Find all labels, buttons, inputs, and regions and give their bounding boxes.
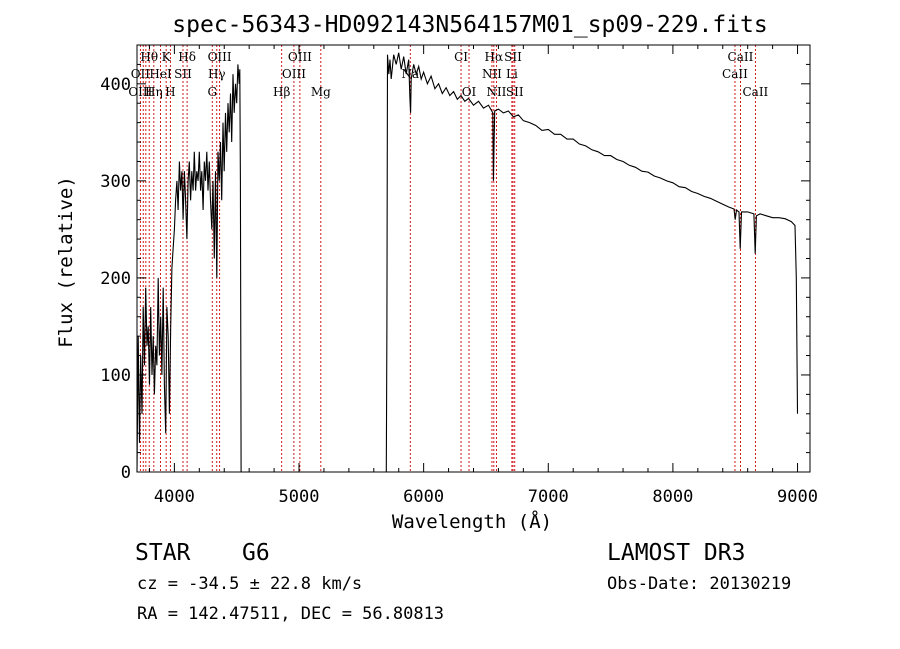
- line-label: CaII: [722, 67, 748, 81]
- line-label: OI: [462, 85, 477, 99]
- line-label: CaII: [728, 50, 754, 64]
- line-label: OIII: [282, 67, 306, 81]
- line-label: Hγ: [208, 67, 226, 81]
- line-label: Hβ: [273, 85, 290, 99]
- x-tick-label: 6000: [403, 487, 444, 507]
- y-tick-label: 100: [100, 366, 131, 386]
- object-subclass: G6: [242, 540, 270, 566]
- line-label: G: [207, 85, 217, 99]
- x-tick-label: 7000: [528, 487, 569, 507]
- line-label: OIII: [208, 50, 232, 64]
- y-axis-label: Flux (relative): [55, 176, 77, 348]
- line-label: SII: [504, 50, 522, 64]
- line-label: CaII: [742, 85, 768, 99]
- chart-title: spec-56343-HD092143N564157M01_sp09-229.f…: [172, 12, 767, 38]
- line-label: NII: [482, 67, 502, 81]
- line-label: OII: [131, 67, 151, 81]
- line-label: Li: [506, 67, 518, 81]
- line-label: HeI: [149, 67, 172, 81]
- y-tick-label: 0: [121, 463, 131, 483]
- coordinates-readout: RA = 142.47511, DEC = 56.80813: [137, 604, 444, 624]
- x-tick-label: 9000: [777, 487, 818, 507]
- line-label: NII: [486, 85, 506, 99]
- line-label: K: [162, 50, 172, 64]
- line-label: CI: [454, 50, 468, 64]
- plot-frame: [136, 44, 811, 473]
- y-tick-label: 400: [100, 75, 131, 95]
- y-tick-label: 300: [100, 172, 131, 192]
- line-label: Hθ: [140, 50, 158, 64]
- x-tick-label: 4000: [154, 487, 195, 507]
- line-label: OIII: [288, 50, 312, 64]
- line-label: Mg: [311, 85, 331, 99]
- line-label: H: [165, 85, 175, 99]
- object-class: STAR: [135, 540, 191, 566]
- x-tick-label: 8000: [652, 487, 693, 507]
- line-label: SII: [506, 85, 524, 99]
- x-axis-ticks: 4000 5000 6000 7000 8000 9000: [148, 45, 818, 507]
- survey-name: LAMOST DR3: [607, 540, 745, 566]
- line-label: Hδ: [178, 50, 196, 64]
- x-axis-label: Wavelength (Å): [392, 510, 552, 533]
- x-tick-label: 5000: [279, 487, 320, 507]
- observation-date: Obs-Date: 20130219: [607, 574, 791, 594]
- line-label: Hα: [485, 50, 504, 64]
- spectrum-series-line: [136, 52, 799, 473]
- line-label: SII: [174, 67, 192, 81]
- y-axis-ticks: 0 100 200 300 400: [100, 44, 810, 483]
- line-label: OIII: [128, 85, 152, 99]
- line-label: Hη: [145, 85, 163, 99]
- spectral-line-markers: [139, 45, 756, 472]
- y-tick-label: 200: [100, 269, 131, 289]
- redshift-readout: cz = -34.5 ± 22.8 km/s: [137, 574, 362, 594]
